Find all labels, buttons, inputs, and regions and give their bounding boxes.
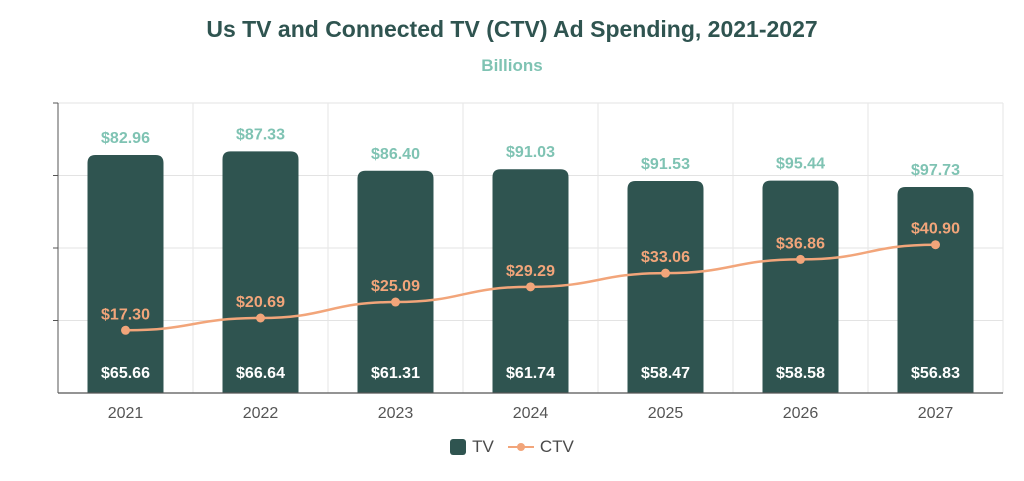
tv-value-label: $66.64 (236, 365, 285, 382)
ctv-point (526, 282, 535, 292)
ctv-point (931, 240, 940, 250)
tv-value-label: $58.47 (641, 365, 690, 382)
data-labels: $82.96 $65.66 $87.33 $66.64 $86.40 $61.31 $91.… (101, 126, 960, 382)
tv-bar (627, 181, 704, 393)
ctv-value-label: $36.86 (776, 235, 825, 252)
tv-bar (762, 180, 839, 393)
tv-bar (897, 186, 974, 393)
x-tick-label: 2022 (243, 405, 279, 422)
legend: TV CTV (0, 437, 1024, 457)
tv-swatch-icon (450, 439, 467, 455)
ctv-point (256, 313, 265, 323)
total-label: $91.03 (506, 144, 555, 161)
tv-value-label: $61.74 (506, 365, 555, 382)
x-axis: 2021 2022 2023 2024 2025 2026 2027 (58, 392, 1003, 422)
ctv-line (121, 240, 940, 335)
total-label: $87.33 (236, 126, 285, 143)
tv-bars (87, 151, 974, 393)
ctv-value-label: $20.69 (236, 294, 285, 311)
ctv-value-label: $40.90 (911, 221, 960, 238)
ctv-swatch-icon (507, 439, 534, 455)
ctv-value-label: $25.09 (371, 278, 420, 295)
x-tick-label: 2026 (783, 405, 819, 422)
ctv-point (796, 254, 805, 264)
chart-title: Us TV and Connected TV (CTV) Ad Spending… (206, 16, 818, 42)
ctv-value-label: $29.29 (506, 263, 555, 280)
legend-label-tv: TV (472, 437, 494, 456)
tv-value-label: $65.66 (101, 365, 150, 382)
tv-bar (492, 169, 569, 393)
ctv-point (391, 297, 400, 307)
tv-bar (87, 154, 164, 393)
ctv-point (661, 268, 670, 278)
total-label: $86.40 (371, 146, 420, 163)
ctv-value-label: $33.06 (641, 249, 690, 266)
legend-label-ctv: CTV (539, 437, 574, 456)
x-tick-label: 2027 (918, 405, 954, 422)
total-label: $97.73 (911, 162, 960, 179)
total-label: $82.96 (101, 130, 150, 147)
ctv-value-label: $17.30 (101, 306, 150, 323)
x-tick-label: 2025 (648, 405, 684, 422)
total-label: $91.53 (641, 156, 690, 173)
tv-value-label: $56.83 (911, 365, 960, 382)
x-tick-label: 2024 (513, 405, 549, 422)
x-tick-label: 2021 (108, 405, 144, 422)
legend-item-ctv[interactable]: CTV (507, 437, 574, 457)
ctv-point (121, 325, 130, 335)
legend-item-tv[interactable]: TV (450, 437, 494, 457)
tv-bar (222, 151, 299, 393)
tv-bar (357, 170, 434, 393)
x-tick-label: 2023 (378, 405, 414, 422)
tv-value-label: $61.31 (371, 365, 420, 382)
tv-value-label: $58.58 (776, 365, 825, 382)
total-label: $95.44 (776, 156, 825, 173)
chart-subtitle: Billions (481, 56, 543, 75)
